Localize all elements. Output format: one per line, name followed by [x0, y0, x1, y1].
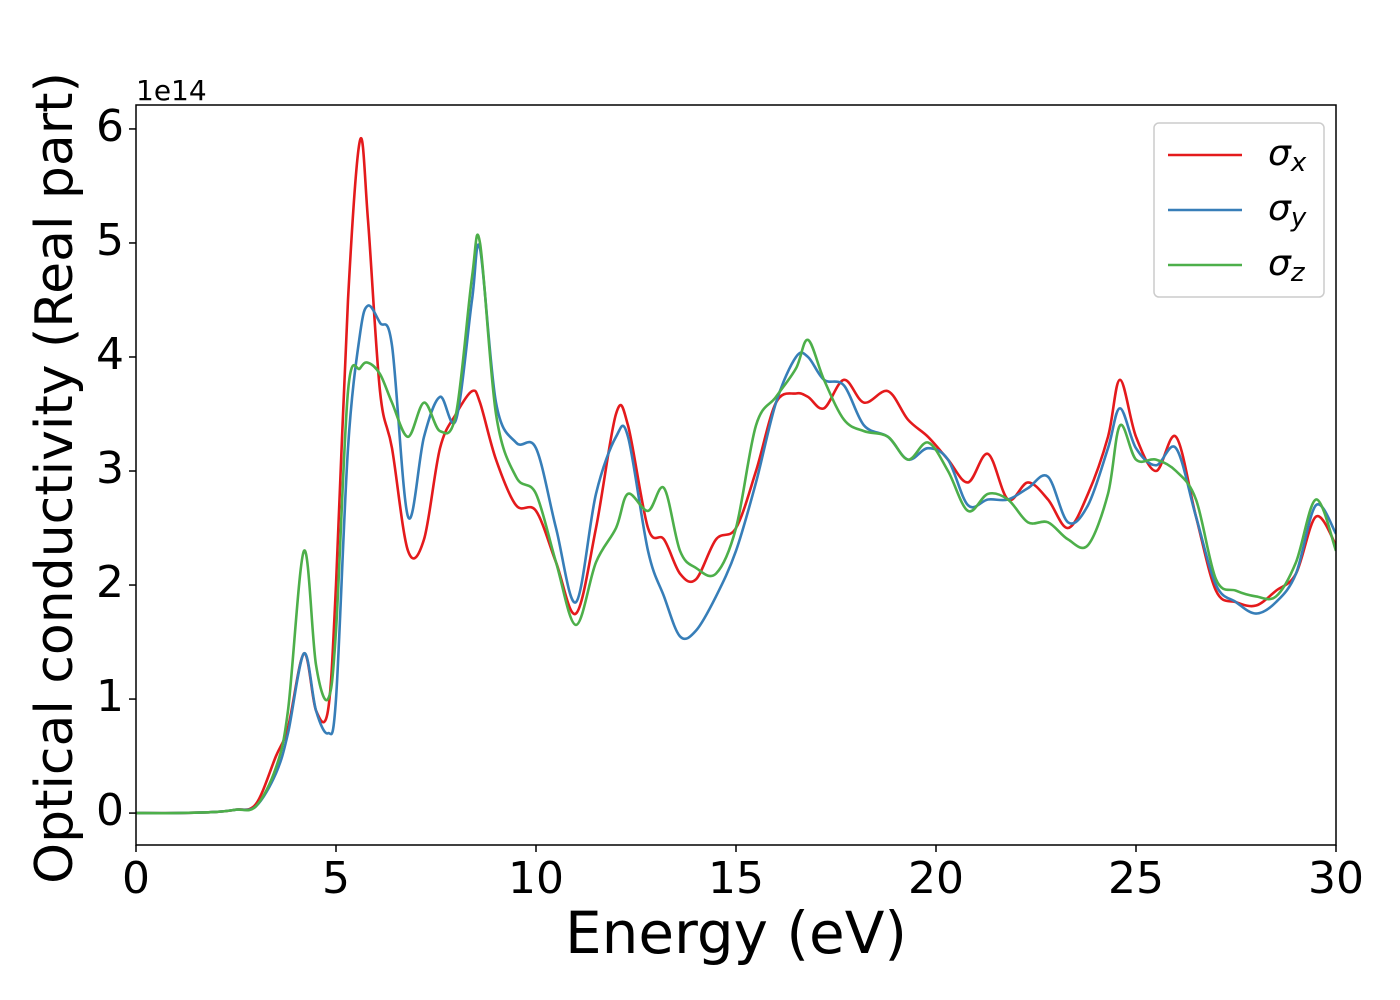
- y-axis-label: Optical conductivity (Real part): [25, 72, 85, 884]
- y-tick-label: 4: [96, 329, 124, 380]
- y-tick-label: 1: [96, 671, 124, 722]
- data-line: [136, 136, 1336, 815]
- x-tick-label: 0: [122, 853, 150, 904]
- legend-label: σy: [1268, 188, 1307, 233]
- x-tick-label: 20: [908, 853, 964, 904]
- legend-label: σx: [1268, 133, 1307, 178]
- x-tick-label: 30: [1308, 853, 1364, 904]
- x-tick-label: 5: [322, 853, 350, 904]
- plot-lines: [136, 136, 1336, 815]
- data-line: [136, 243, 1336, 815]
- y-tick-label: 3: [96, 443, 124, 494]
- x-axis-label: Energy (eV): [565, 899, 907, 967]
- x-tick-label: 15: [708, 853, 764, 904]
- y-tick-label: 6: [96, 101, 124, 152]
- y-tick-label: 0: [96, 785, 124, 836]
- x-tick-label: 10: [508, 853, 564, 904]
- offset-text: 1e14: [136, 74, 207, 107]
- y-tick-label: 2: [96, 557, 124, 608]
- y-tick-label: 5: [96, 215, 124, 266]
- legend-label: σz: [1268, 243, 1306, 288]
- data-line: [136, 233, 1336, 815]
- x-tick-label: 25: [1108, 853, 1164, 904]
